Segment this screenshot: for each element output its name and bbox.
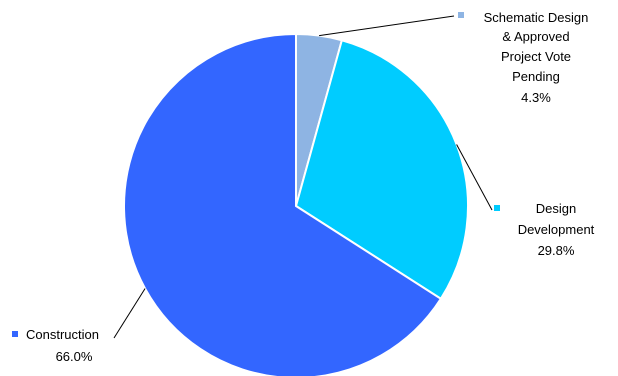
slice-label-line: Pending [512, 69, 560, 84]
leader-line [113, 288, 146, 339]
slice-label-line: & Approved [502, 29, 569, 44]
legend-marker-schematic-design [458, 12, 464, 18]
slice-label-line: Development [518, 222, 595, 237]
slice-label-line: Project Vote [501, 49, 571, 64]
leader-lines [113, 15, 493, 339]
leader-line [319, 15, 455, 37]
slice-percent-label: 66.0% [56, 349, 93, 364]
leader-line [456, 144, 493, 211]
legend-marker-design-development [494, 205, 500, 211]
slice-label-line: Schematic Design [484, 10, 589, 25]
slice-label-line: Construction [26, 327, 99, 342]
slice-label-construction: Construction 66.0% [12, 327, 99, 364]
slice-label-schematic-design: Schematic Design & Approved Project Vote… [458, 10, 588, 105]
slice-percent-label: 29.8% [538, 243, 575, 258]
slice-label-design-development: Design Development 29.8% [494, 201, 595, 258]
slice-label-line: Design [536, 201, 576, 216]
slice-percent-label: 4.3% [521, 90, 551, 105]
pie-slices [122, 32, 469, 376]
legend-marker-construction [12, 331, 18, 337]
